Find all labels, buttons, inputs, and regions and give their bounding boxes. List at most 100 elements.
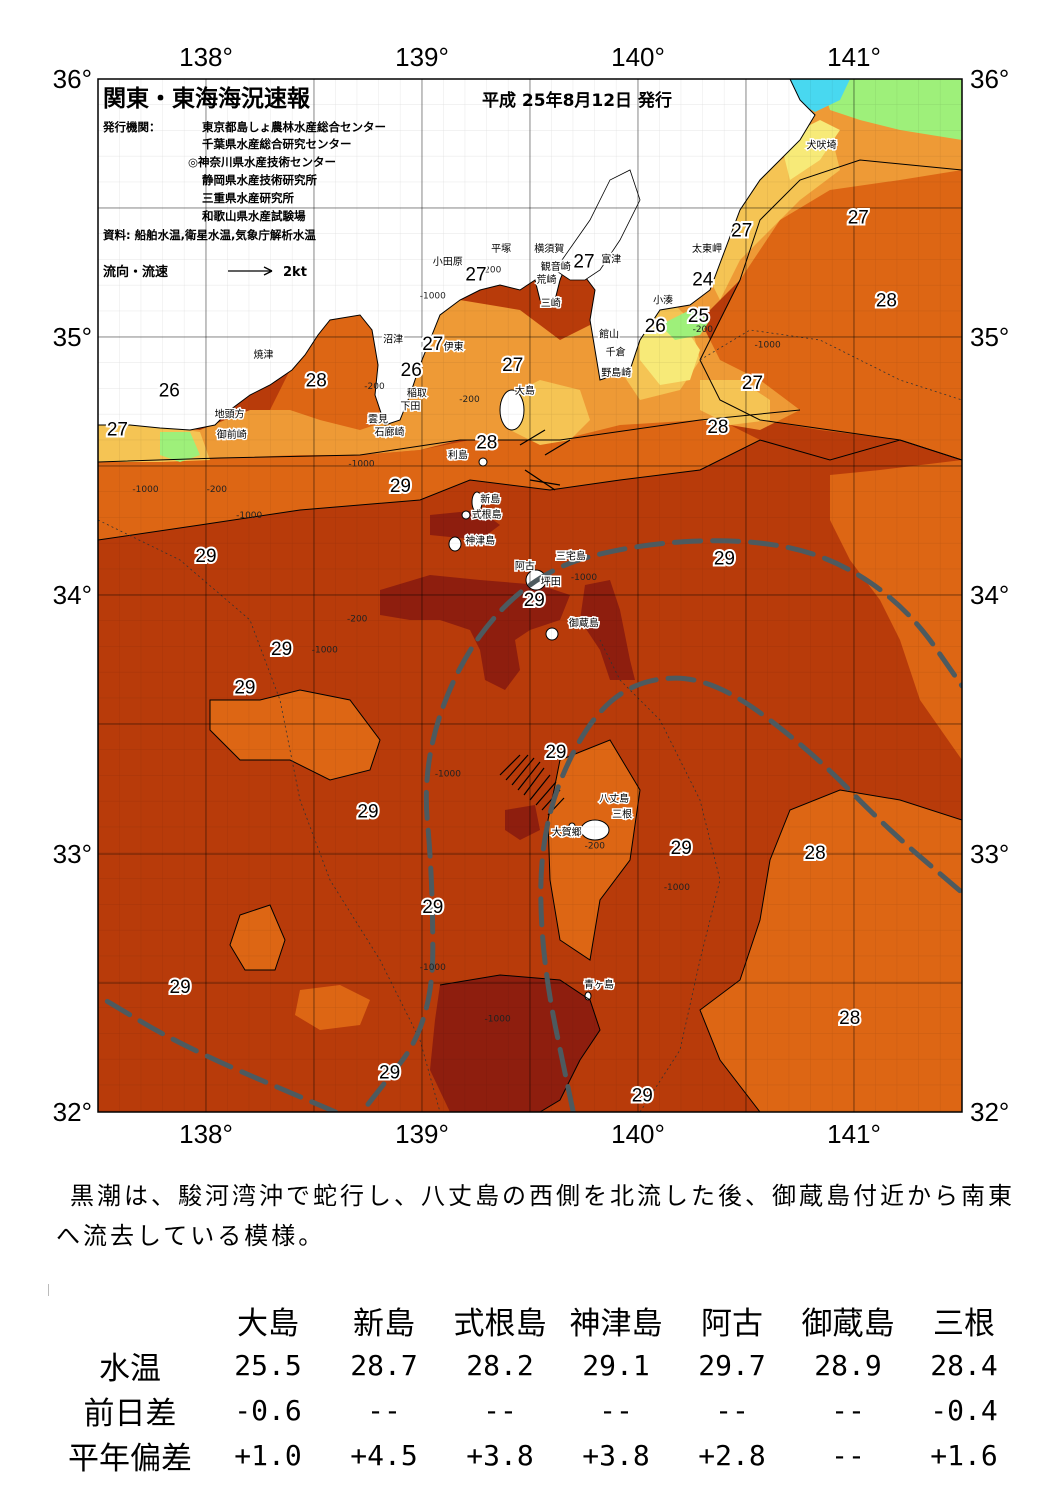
isotherm-label: 29 — [357, 802, 378, 823]
place-label: 新島 — [480, 493, 500, 506]
place-label: 雲見 — [368, 414, 388, 426]
depth-label: -1000 — [435, 769, 461, 779]
depth-labels: -200 -1000 -200 -1000 -1000 -200 -1000 -200 -200… — [132, 266, 781, 1025]
depth-label: -1000 — [485, 1015, 511, 1025]
current-legend-speed: 2kt — [283, 265, 307, 280]
place-label: 三根 — [612, 808, 632, 821]
isotherm-label: 28 — [306, 370, 327, 391]
lon-label-bottom: 140° — [611, 1119, 665, 1149]
latitude-labels-right: 36° 35° 34° 33° 32° — [970, 64, 1009, 1127]
place-label: 石廊崎 — [375, 425, 405, 438]
publisher-item: 和歌山県水産試験場 — [202, 209, 306, 223]
place-label: 野島崎 — [601, 366, 631, 379]
isotherm-label: 27 — [731, 221, 752, 242]
isotherm-label: 29 — [524, 590, 545, 611]
divider-mark — [48, 1284, 49, 1296]
publisher-item: ◎神奈川県水産技術センター — [188, 155, 336, 169]
column-header: 神津島 — [569, 1305, 663, 1342]
sea-surface-temperature-map: -200 -1000 -200 -1000 -1000 -200 -1000 -200 -200… — [53, 42, 1010, 1149]
table-cell: 28.9 — [814, 1349, 882, 1382]
place-label: 御前崎 — [217, 428, 247, 441]
isotherm-label: 27 — [848, 208, 869, 229]
lon-label-bottom: 138° — [179, 1119, 233, 1149]
depth-label: -200 — [481, 266, 502, 276]
isotherm-label: 27 — [573, 252, 594, 273]
place-label: 地頭方 — [215, 407, 245, 420]
lon-label-top: 139° — [395, 42, 449, 72]
isotherm-label: 26 — [159, 381, 180, 402]
lon-label-bottom: 141° — [827, 1119, 881, 1149]
publisher-item: 三重県水産研究所 — [202, 191, 294, 205]
table-cell: -- — [831, 1394, 865, 1427]
kuroshio-axis-line — [98, 993, 339, 1112]
sst-fill — [98, 79, 962, 1112]
depth-label: -1000 — [132, 485, 158, 495]
kuroshio-axis-line — [538, 675, 962, 1112]
lat-label-right: 32° — [970, 1097, 1009, 1127]
lat-label-right: 35° — [970, 322, 1009, 352]
place-label: 利島 — [448, 449, 468, 462]
table-cell: +1.0 — [234, 1439, 302, 1472]
longitude-labels-top: 138° 139° 140° 141° — [179, 42, 881, 72]
current-legend-arrowhead — [263, 266, 273, 276]
row-header: 平年偏差 — [68, 1441, 192, 1477]
table-cell: +3.8 — [466, 1439, 534, 1472]
depth-label: -200 — [364, 382, 385, 392]
table-cell: -- — [715, 1394, 749, 1427]
table-cell: 28.7 — [350, 1349, 418, 1382]
column-header: 阿古 — [701, 1305, 763, 1342]
map-frame — [97, 78, 963, 1113]
table-cell: 29.1 — [582, 1349, 650, 1382]
depth-label: -1000 — [312, 645, 338, 655]
isotherm-label: 26 — [401, 360, 422, 381]
depth-label: -200 — [207, 485, 228, 495]
place-label: 沼津 — [383, 332, 403, 345]
table-cell: 28.4 — [930, 1349, 998, 1382]
place-label: 館山 — [599, 327, 619, 340]
place-label: 三宅島 — [556, 549, 586, 562]
publisher-item: 静岡県水産技術研究所 — [202, 173, 317, 187]
lat-label-left: 36° — [53, 64, 92, 94]
table-cell: -- — [599, 1394, 633, 1427]
depth-label: -1000 — [236, 511, 262, 521]
place-label: 伊東 — [444, 340, 464, 353]
place-label: 阿古 — [515, 560, 535, 573]
table-cell: -- — [831, 1439, 865, 1472]
table-cell: 25.5 — [234, 1349, 302, 1382]
isotherm-label: 26 — [645, 316, 666, 337]
place-label: 焼津 — [254, 349, 274, 361]
depth-label: -1000 — [348, 459, 374, 469]
place-label: 平塚 — [491, 243, 511, 255]
publisher-item: 千葉県水産総合研究センター — [202, 137, 352, 151]
place-label: 大島 — [515, 384, 535, 397]
table-cell: +2.8 — [698, 1439, 766, 1472]
lat-label-right: 34° — [970, 580, 1009, 610]
table-cell: +4.5 — [350, 1439, 418, 1472]
place-label: 御蔵島 — [569, 617, 599, 630]
isotherm-label: 29 — [170, 977, 191, 998]
isotherm-label: 29 — [545, 742, 566, 763]
isotherm-label: 28 — [839, 1008, 860, 1029]
issue-date: 平成 25年8月12日 発行 — [482, 90, 672, 111]
column-header: 式根島 — [453, 1305, 547, 1342]
place-label: 富津 — [601, 252, 621, 265]
isotherm-label: 24 — [692, 270, 714, 291]
lon-label-bottom: 139° — [395, 1119, 449, 1149]
place-label: 犬吠埼 — [807, 139, 837, 152]
map-title: 関東・東海海況速報 — [103, 85, 311, 112]
lat-label-right: 33° — [970, 839, 1009, 869]
latitude-labels-left: 36° 35° 34° 33° 32° — [53, 64, 92, 1127]
map-header: 関東・東海海況速報 平成 25年8月12日 発行 発行機関： 東京都島しょ農林水… — [102, 85, 672, 280]
isotherm-label: 27 — [465, 264, 486, 285]
lat-label-right: 36° — [970, 64, 1009, 94]
publisher-item: 東京都島しょ農林水産総合センター — [202, 120, 386, 134]
table-cell: +1.6 — [930, 1439, 998, 1472]
table-cell: 28.2 — [466, 1349, 534, 1382]
isotherm-label: 28 — [876, 290, 897, 311]
isotherm-label: 27 — [502, 355, 523, 376]
column-header: 三根 — [933, 1305, 995, 1342]
graticule — [98, 79, 962, 1112]
isotherm-label: 27 — [742, 373, 763, 394]
lat-label-left: 35° — [53, 322, 92, 352]
